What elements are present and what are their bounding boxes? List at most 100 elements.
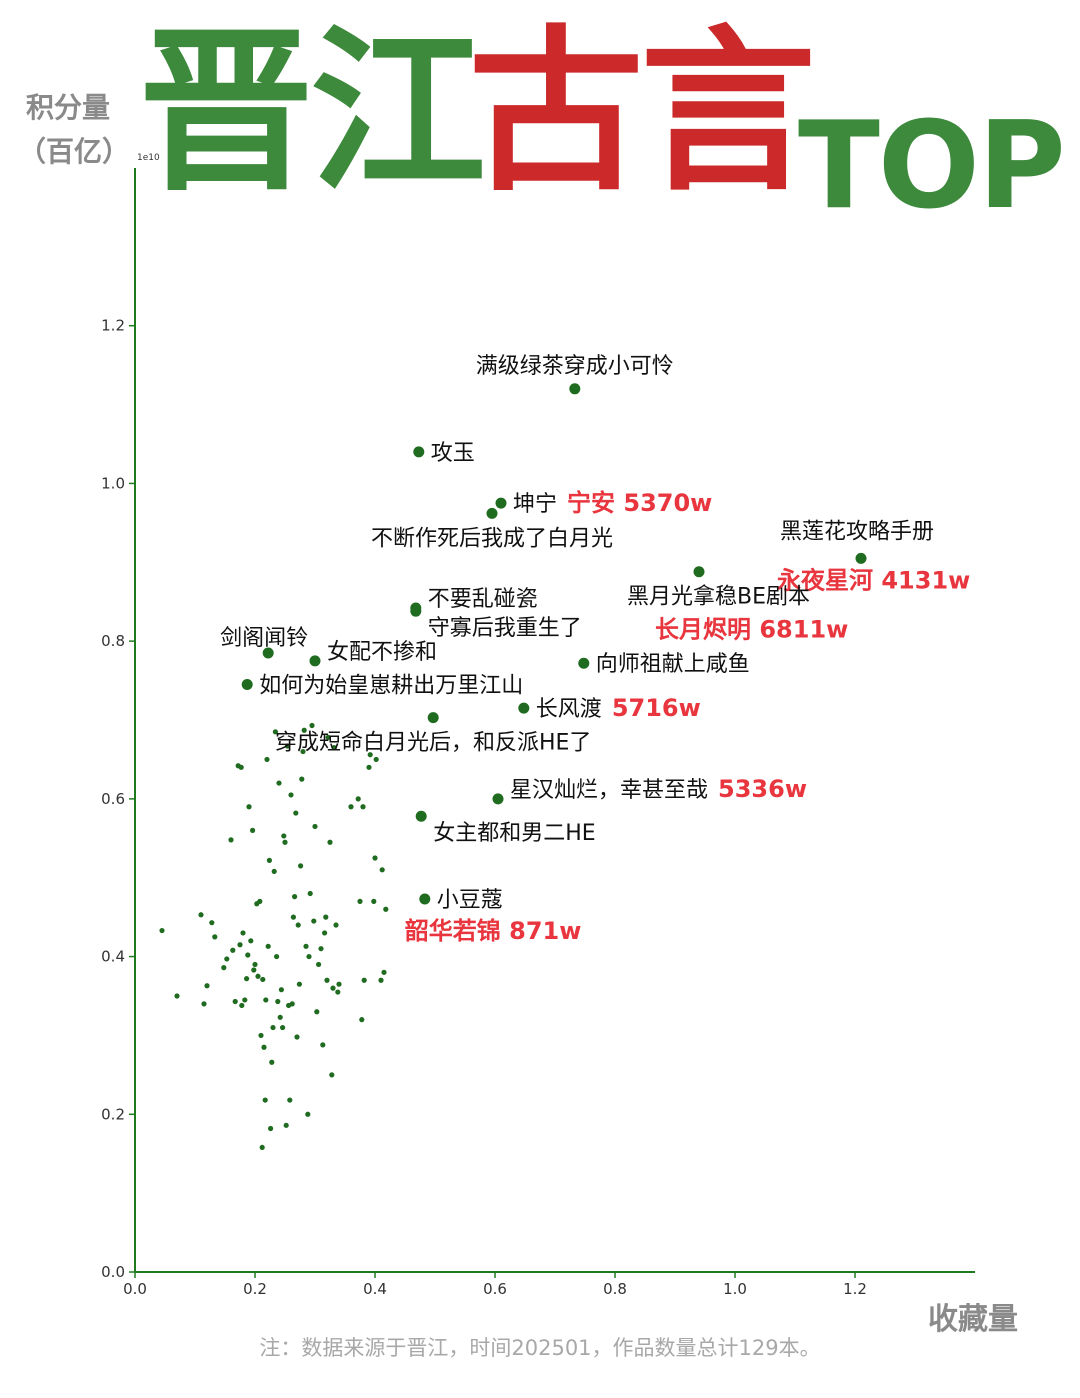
adaptation-label: 韶华若锦 871w [405, 917, 582, 945]
scatter-point [255, 973, 261, 979]
scatter-point [288, 792, 294, 798]
adaptation-label: 5336w [718, 775, 807, 803]
scatter-point [290, 914, 296, 920]
x-tick-label: 0.0 [123, 1280, 147, 1298]
point-label: 不要乱碰瓷 [428, 587, 538, 612]
scatter-point [250, 827, 256, 834]
point-label: 坤宁 [513, 492, 557, 517]
scatter-point [245, 952, 251, 958]
y-tick-label: 0.8 [101, 632, 125, 650]
scatter-point [303, 943, 309, 949]
point-label: 黑莲花攻略手册 [780, 519, 934, 544]
scatter-point [174, 993, 180, 999]
point-label: 星汉灿烂，幸甚至哉 [510, 778, 708, 803]
scatter-point [292, 894, 298, 900]
title-part-top: TOP [798, 97, 1066, 236]
scatter-point [263, 997, 269, 1003]
scatter-point [312, 823, 318, 830]
scatter-point [327, 839, 333, 845]
scatter-point [281, 833, 287, 839]
scatter-point [276, 780, 282, 786]
scatter-point [305, 1111, 311, 1117]
scatter-point [330, 985, 336, 991]
scatter-point [355, 796, 361, 802]
point-label: 不断作死后我成了白月光 [371, 526, 613, 551]
highlight-point [413, 446, 425, 458]
scatter-point [373, 756, 379, 763]
point-label: 穿成短命白月光后，和反派HE了 [275, 731, 591, 756]
scatter-point [257, 898, 263, 904]
scatter-point [266, 857, 272, 863]
highlight-point [410, 605, 422, 617]
point-label: 长风渡 [536, 697, 602, 722]
scatter-point [268, 1125, 274, 1132]
y-axis-offset-label: 1e10 [137, 153, 160, 163]
scatter-point [329, 1072, 335, 1078]
point-label: 如何为始皇崽耕出万里江山 [259, 674, 523, 699]
scatter-point [280, 1024, 286, 1031]
adaptation-label: 宁安 5370w [567, 489, 712, 517]
scatter-point [372, 855, 378, 861]
scatter-point [242, 997, 248, 1003]
scatter-point [366, 764, 372, 770]
scatter-point [300, 748, 306, 755]
scatter-point [258, 1032, 264, 1039]
highlight-point [262, 647, 274, 659]
y-tick-label: 0.2 [101, 1105, 125, 1123]
scatter-point [298, 863, 304, 869]
scatter-point [265, 943, 271, 949]
point-label: 攻玉 [431, 441, 475, 466]
highlight-point [241, 679, 253, 691]
highlight-point [415, 810, 427, 822]
scatter-point [278, 987, 284, 993]
y-tick-label: 1.0 [101, 474, 125, 492]
scatter-point [301, 727, 307, 733]
scatter-point [360, 804, 366, 810]
scatter-point [293, 810, 299, 816]
x-tick-label: 0.4 [363, 1280, 387, 1298]
scatter-point [322, 930, 328, 936]
scatter-point [361, 977, 367, 983]
scatter-point [316, 961, 322, 968]
highlight-point [427, 712, 439, 724]
scatter-point [232, 998, 238, 1005]
scatter-point [367, 752, 373, 758]
scatter-point [272, 729, 278, 735]
scatter-point [306, 953, 312, 960]
highlight-point [693, 566, 705, 578]
scatter-point [239, 1002, 245, 1009]
scatter-point [359, 1017, 365, 1023]
scatter-point [248, 938, 254, 944]
highlight-point [492, 793, 504, 805]
scatter-point [307, 890, 313, 897]
x-axis-label: 收藏量 [928, 1302, 1018, 1337]
highlight-point [309, 655, 321, 667]
scatter-point [311, 918, 317, 924]
scatter-point [209, 920, 215, 926]
highlight-point [578, 657, 590, 669]
scatter-point [314, 1009, 320, 1015]
scatter-point [260, 976, 266, 983]
scatter-point [333, 922, 339, 928]
title-part-guyan: 古言 [468, 10, 816, 215]
highlight-point [569, 383, 581, 395]
scatter-point [212, 934, 218, 940]
scatter-point [295, 922, 301, 928]
title-banner: 晋江 古言 TOP [138, 18, 1078, 238]
y-tick-label: 1.2 [101, 317, 125, 335]
scatter-point [204, 983, 210, 989]
scatter-point [159, 927, 165, 934]
scatter-point [284, 743, 290, 749]
scatter-point [381, 969, 387, 975]
scatter-point [271, 868, 277, 875]
y-axis-label: 积分量 （百亿） [18, 86, 130, 174]
adaptation-label: 永夜星河 4131w [777, 566, 970, 594]
y-tick-label: 0.6 [101, 790, 125, 808]
scatter-point [252, 961, 258, 968]
scatter-point [261, 1044, 267, 1050]
scatter-point [259, 1144, 265, 1151]
scatter-point [323, 914, 329, 920]
scatter-point [325, 734, 331, 740]
scatter-point [274, 953, 280, 960]
